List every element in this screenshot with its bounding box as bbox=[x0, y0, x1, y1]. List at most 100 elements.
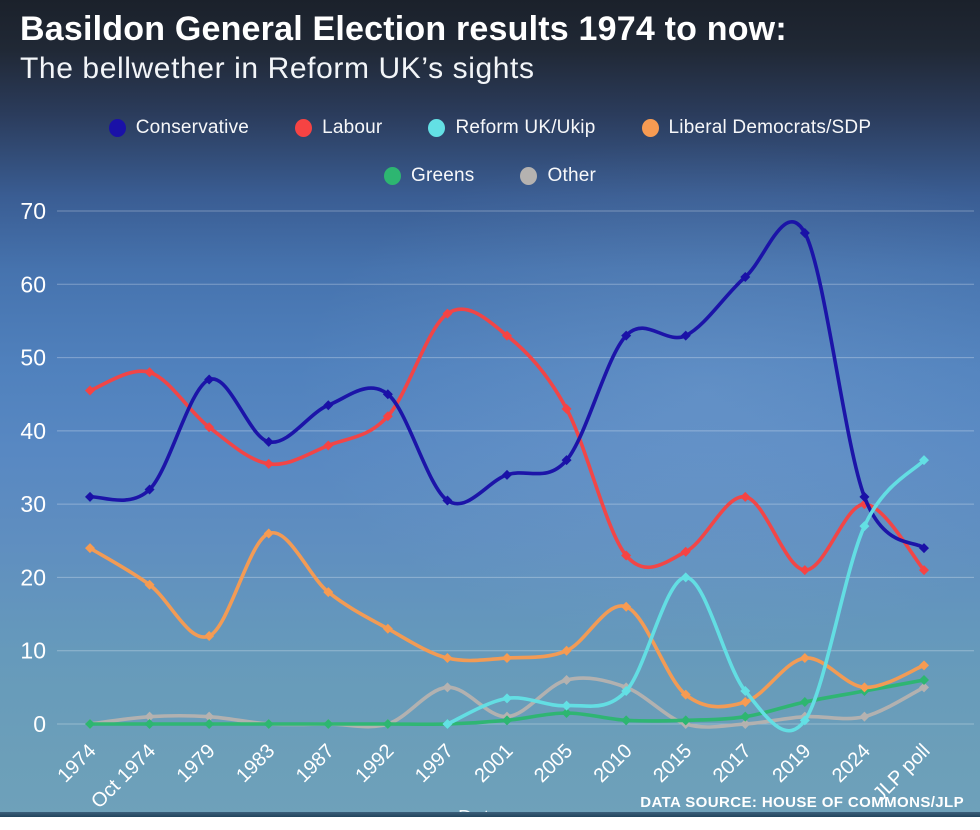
x-tick-label-1979: 1979 bbox=[173, 740, 220, 787]
series-labour bbox=[85, 307, 929, 576]
marker-greens-icon bbox=[919, 675, 929, 686]
marker-conservative-icon bbox=[263, 436, 274, 447]
marker-reform-uk-ukip-icon bbox=[680, 572, 691, 583]
legend-label: Liberal Democrats/SDP bbox=[668, 117, 872, 138]
legend-label: Conservative bbox=[135, 117, 250, 138]
conservative-swatch-icon bbox=[108, 119, 126, 137]
legend-item-labour[interactable]: Labour bbox=[295, 117, 382, 139]
marker-conservative-icon bbox=[680, 330, 691, 341]
x-tick-label-2001: 2001 bbox=[471, 740, 518, 787]
page-subtitle: The bellwether in Reform UK’s sights bbox=[20, 52, 535, 86]
marker-liberal-democrats-sdp-icon bbox=[621, 601, 632, 612]
marker-other-icon bbox=[204, 711, 215, 722]
series-line-conservative bbox=[88, 220, 926, 550]
marker-labour-icon bbox=[323, 440, 334, 451]
marker-labour-icon bbox=[799, 565, 810, 576]
liberal-democrats-sdp-swatch-icon bbox=[641, 119, 659, 137]
marker-labour-icon bbox=[740, 491, 751, 502]
marker-labour-icon bbox=[561, 403, 572, 414]
marker-labour-icon bbox=[919, 565, 929, 576]
marker-liberal-democrats-sdp-icon bbox=[561, 645, 572, 656]
marker-liberal-democrats-sdp-icon bbox=[263, 528, 274, 539]
series-greens bbox=[85, 675, 929, 729]
marker-conservative-icon bbox=[85, 491, 95, 502]
marker-greens-icon bbox=[799, 697, 810, 708]
marker-liberal-democrats-sdp-icon bbox=[204, 631, 215, 642]
series-line-reform-uk-ukip bbox=[445, 458, 926, 733]
marker-conservative-icon bbox=[740, 271, 751, 282]
labour-swatch-icon bbox=[295, 119, 313, 137]
marker-liberal-democrats-sdp-icon bbox=[859, 682, 870, 693]
x-tick-label-2005: 2005 bbox=[530, 740, 577, 787]
x-tick-label-1992: 1992 bbox=[351, 740, 398, 787]
y-tick-label-0: 0 bbox=[33, 711, 46, 737]
x-tick-label-1987: 1987 bbox=[292, 740, 339, 787]
marker-greens-icon bbox=[382, 719, 393, 729]
marker-other-icon bbox=[859, 711, 870, 722]
marker-conservative-icon bbox=[382, 389, 393, 400]
marker-conservative-icon bbox=[859, 491, 870, 502]
marker-labour-icon bbox=[85, 385, 95, 396]
y-tick-label-50: 50 bbox=[20, 345, 46, 371]
marker-greens-icon bbox=[621, 715, 632, 726]
marker-conservative-icon bbox=[144, 484, 155, 495]
marker-conservative-icon bbox=[799, 227, 810, 238]
series-conservative bbox=[85, 220, 929, 554]
page-title: Basildon General Election results 1974 t… bbox=[20, 10, 787, 48]
marker-conservative-icon bbox=[323, 400, 334, 411]
data-source-credit: DATA SOURCE: HOUSE OF COMMONS/JLP bbox=[640, 794, 964, 811]
y-tick-label-10: 10 bbox=[20, 638, 46, 664]
marker-conservative-icon bbox=[561, 455, 572, 466]
marker-conservative-icon bbox=[621, 330, 632, 341]
greens-swatch-icon bbox=[383, 167, 401, 185]
legend-label: Reform UK/Ukip bbox=[455, 117, 596, 138]
marker-other-icon bbox=[740, 719, 751, 729]
marker-greens-icon bbox=[144, 719, 155, 729]
y-tick-label-20: 20 bbox=[20, 564, 46, 590]
legend-item-reform-uk-ukip[interactable]: Reform UK/Ukip bbox=[428, 117, 595, 139]
marker-other-icon bbox=[919, 682, 929, 693]
marker-other-icon bbox=[144, 711, 155, 722]
other-swatch-icon bbox=[520, 167, 538, 185]
marker-liberal-democrats-sdp-icon bbox=[680, 689, 691, 700]
legend-label: Labour bbox=[322, 117, 383, 138]
marker-labour-icon bbox=[144, 367, 155, 378]
legend-item-other[interactable]: Other bbox=[520, 165, 596, 187]
x-tick-label-2015: 2015 bbox=[649, 740, 696, 787]
y-tick-label-40: 40 bbox=[20, 418, 46, 444]
x-tick-label-2017: 2017 bbox=[709, 740, 756, 787]
marker-greens-icon bbox=[740, 711, 751, 722]
marker-liberal-democrats-sdp-icon bbox=[442, 653, 453, 664]
reform-uk-ukip-swatch-icon bbox=[428, 119, 446, 137]
marker-reform-uk-ukip-icon bbox=[561, 700, 572, 711]
marker-liberal-democrats-sdp-icon bbox=[144, 579, 155, 590]
x-tick-label-1997: 1997 bbox=[411, 740, 458, 787]
marker-reform-uk-ukip-icon bbox=[859, 521, 870, 532]
marker-liberal-democrats-sdp-icon bbox=[740, 697, 751, 708]
y-axis-tick-labels: 0 10 20 30 40 50 60 70 bbox=[20, 198, 46, 737]
legend-item-liberal-democrats-sdp[interactable]: Liberal Democrats/SDP bbox=[641, 117, 872, 139]
marker-liberal-democrats-sdp-icon bbox=[85, 543, 95, 554]
marker-labour-icon bbox=[204, 422, 215, 433]
y-tick-label-70: 70 bbox=[20, 198, 46, 224]
marker-greens-icon bbox=[561, 708, 572, 719]
marker-liberal-democrats-sdp-icon bbox=[799, 653, 810, 664]
legend-item-conservative[interactable]: Conservative bbox=[108, 117, 250, 139]
marker-liberal-democrats-sdp-icon bbox=[919, 660, 929, 671]
bottom-edge-strip bbox=[0, 812, 980, 817]
marker-conservative-icon bbox=[442, 495, 453, 506]
marker-labour-icon bbox=[442, 308, 453, 319]
legend-row-2: Greens Other bbox=[0, 165, 980, 187]
marker-conservative-icon bbox=[919, 543, 929, 554]
marker-reform-uk-ukip-icon bbox=[740, 686, 751, 697]
legend-item-greens[interactable]: Greens bbox=[383, 165, 475, 187]
x-tick-label-1974: 1974 bbox=[54, 740, 101, 787]
marker-labour-icon bbox=[263, 458, 274, 469]
x-tick-label-2024: 2024 bbox=[828, 740, 875, 787]
marker-greens-icon bbox=[263, 719, 274, 729]
marker-reform-uk-ukip-icon bbox=[919, 455, 929, 466]
gridlines bbox=[57, 210, 974, 725]
series-line-labour bbox=[88, 307, 926, 572]
